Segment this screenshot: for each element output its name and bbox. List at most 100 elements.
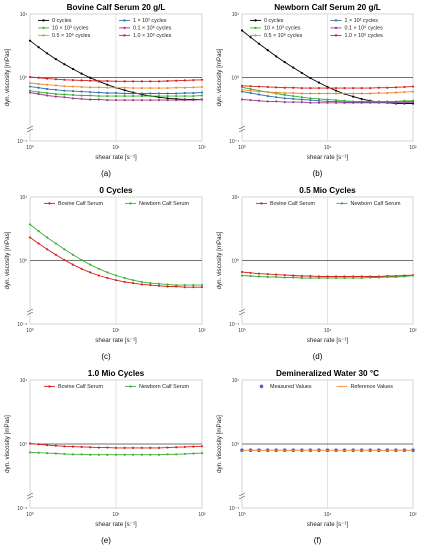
data-point — [369, 87, 372, 90]
axis-break — [238, 492, 246, 497]
data-point — [123, 453, 126, 456]
data-point — [54, 253, 57, 256]
data-point — [257, 90, 261, 93]
data-point — [394, 91, 398, 94]
data-point — [28, 39, 32, 42]
data-point — [54, 78, 57, 81]
data-point — [240, 86, 244, 89]
legend-swatch-dot — [260, 202, 263, 205]
data-point — [149, 99, 152, 102]
data-point — [149, 453, 152, 456]
data-point — [300, 71, 303, 75]
x-tick-label: 10² — [198, 145, 206, 151]
data-point — [157, 446, 161, 449]
data-point — [292, 276, 295, 279]
data-point — [123, 94, 126, 98]
y-axis-label: dyn. viscosity [mPas] — [216, 415, 223, 473]
legend-entry: 0 cycles — [264, 18, 284, 24]
data-point — [266, 100, 269, 103]
data-point — [97, 91, 100, 94]
data-point — [89, 79, 92, 82]
data-point — [275, 91, 278, 94]
data-point — [403, 101, 406, 104]
data-point — [106, 86, 109, 89]
data-point — [89, 94, 92, 97]
panel-label: (b) — [313, 169, 323, 178]
data-point — [123, 276, 126, 280]
data-point — [192, 286, 195, 289]
data-point — [71, 93, 75, 97]
legend-swatch-dot — [334, 19, 338, 22]
data-point — [275, 55, 278, 58]
data-point — [54, 95, 57, 98]
data-point — [149, 80, 152, 83]
data-point — [45, 77, 49, 80]
data-point — [343, 99, 346, 102]
data-point — [352, 275, 355, 278]
data-point — [123, 99, 126, 102]
data-point — [300, 92, 303, 95]
data-point — [257, 85, 261, 88]
axis-break — [26, 492, 34, 497]
data-point — [343, 87, 346, 90]
data-point — [266, 273, 269, 276]
data-point — [343, 275, 346, 278]
data-point — [140, 446, 143, 449]
data-point — [175, 92, 178, 95]
data-point — [97, 446, 100, 449]
data-point — [37, 90, 40, 94]
data-point — [45, 452, 49, 455]
data-point — [386, 101, 389, 104]
data-point — [80, 258, 83, 262]
y-tick-label: 10⁻¹ — [17, 322, 27, 328]
data-point — [200, 445, 204, 448]
data-point — [45, 91, 49, 95]
data-point — [326, 92, 329, 95]
data-point — [166, 87, 169, 90]
data-point — [71, 445, 75, 448]
y-axis-label: dyn. viscosity [mPas] — [4, 231, 11, 289]
data-point — [71, 453, 75, 456]
data-point — [257, 275, 261, 278]
y-tick-label: 10¹ — [232, 195, 240, 201]
data-point — [309, 87, 312, 90]
data-point — [123, 280, 126, 284]
data-point — [192, 445, 195, 448]
legend-entry: 0.1 × 10⁶ cycles — [345, 26, 384, 32]
data-point — [292, 91, 295, 95]
y-tick-label: 10⁻¹ — [229, 506, 239, 512]
data-point — [192, 452, 195, 455]
data-point — [63, 78, 66, 81]
x-tick-label: 10¹ — [324, 512, 332, 518]
data-point — [80, 90, 83, 93]
data-point — [300, 276, 303, 280]
data-point — [403, 99, 406, 102]
data-point — [28, 91, 32, 94]
data-point — [63, 258, 66, 262]
data-point — [45, 444, 49, 447]
data-point — [71, 253, 75, 256]
data-point — [80, 445, 83, 449]
x-axis-label: shear rate [s⁻¹] — [95, 154, 137, 161]
data-point — [343, 92, 346, 95]
data-point — [283, 86, 286, 89]
data-point — [71, 263, 75, 266]
data-point — [89, 86, 92, 89]
data-point — [54, 444, 57, 447]
data-point — [283, 93, 286, 97]
data-point — [54, 57, 57, 61]
data-point — [157, 282, 161, 285]
data-point — [352, 101, 355, 104]
data-point — [360, 275, 363, 278]
data-point — [257, 93, 261, 96]
panel-label: (e) — [101, 536, 111, 545]
data-point — [80, 79, 83, 82]
x-axis-label: shear rate [s⁻¹] — [307, 521, 349, 528]
chart-title: Newborn Calf Serum 20 g/L — [274, 3, 380, 12]
data-point — [106, 453, 109, 456]
data-point — [192, 94, 195, 98]
data-point — [377, 86, 380, 89]
axis-break — [26, 311, 34, 316]
data-point — [249, 274, 252, 278]
